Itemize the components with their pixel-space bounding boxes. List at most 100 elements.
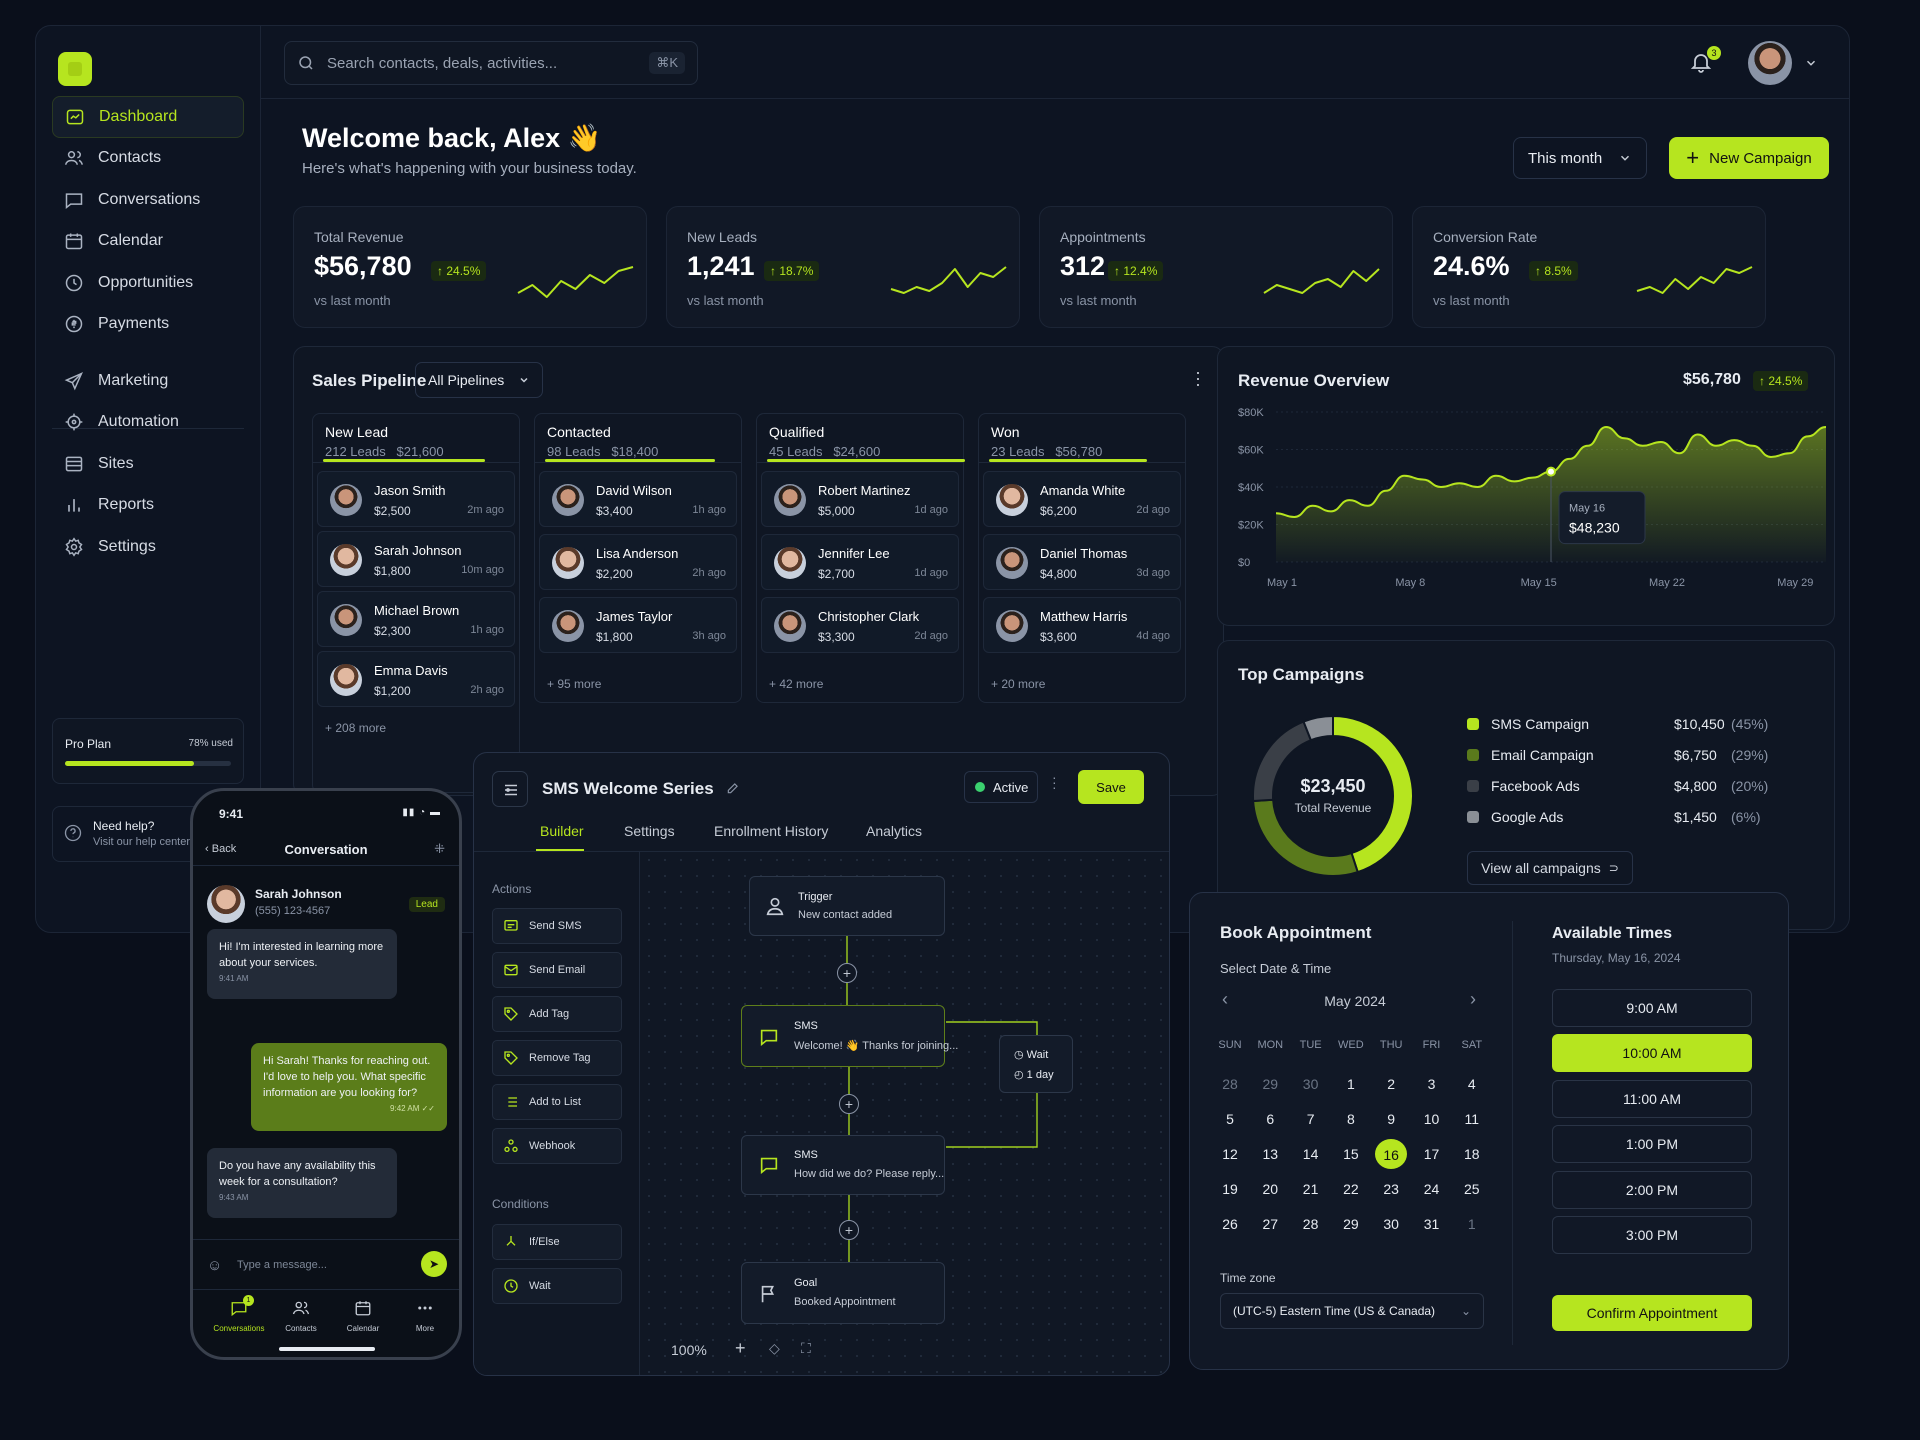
send-button[interactable]: ➤ — [421, 1251, 447, 1277]
deal-card[interactable]: David Wilson $3,400 1h ago — [539, 471, 737, 527]
timezone-select[interactable]: (UTC-5) Eastern Time (US & Canada) ⌄ — [1220, 1293, 1484, 1329]
stat-card[interactable]: New Leads 1,241 ↑ 18.7% vs last month — [666, 206, 1020, 328]
new-campaign-button[interactable]: + New Campaign — [1669, 137, 1829, 179]
help-subtitle[interactable]: Visit our help center — [93, 836, 191, 848]
deal-card[interactable]: Daniel Thomas $4,800 3d ago — [983, 534, 1181, 590]
builder-canvas[interactable]: Trigger New contact added + SMS Welcome!… — [641, 852, 1169, 1375]
calendar-day[interactable]: 12 — [1210, 1139, 1250, 1169]
stat-card[interactable]: Conversion Rate 24.6% ↑ 8.5% vs last month — [1412, 206, 1766, 328]
time-slot[interactable]: 2:00 PM — [1552, 1170, 1752, 1209]
calendar-day[interactable]: 4 — [1452, 1069, 1492, 1099]
calendar-day[interactable]: 9 — [1371, 1104, 1411, 1134]
calendar-day[interactable]: 18 — [1452, 1139, 1492, 1169]
tab-builder[interactable]: Builder — [540, 823, 584, 839]
sidebar-item-automation[interactable]: Automation — [52, 401, 244, 443]
deal-card[interactable]: Michael Brown $2,300 1h ago — [317, 591, 515, 647]
help-box[interactable]: Need help? Visit our help center — [52, 806, 244, 862]
time-slot[interactable]: 10:00 AM — [1552, 1034, 1752, 1073]
more-deals-link[interactable]: + 208 more — [325, 721, 387, 735]
action-send-email[interactable]: Send Email — [492, 952, 622, 988]
calendar-day[interactable]: 24 — [1412, 1174, 1452, 1204]
deal-card[interactable]: Robert Martinez $5,000 1d ago — [761, 471, 959, 527]
phone-tab-conversations[interactable]: Conversations 1 — [211, 1295, 267, 1333]
pipeline-column-header[interactable]: Won 23 Leads $56,780 — [978, 413, 1186, 463]
pipeline-column-header[interactable]: New Lead 212 Leads $21,600 — [312, 413, 520, 463]
add-step-button[interactable]: + — [839, 1094, 859, 1114]
sidebar-item-contacts[interactable]: Contacts — [52, 137, 244, 179]
received-message[interactable]: Hi! I'm interested in learning more abou… — [207, 929, 397, 999]
more-deals-link[interactable]: + 95 more — [547, 677, 602, 691]
calendar-day[interactable]: 1 — [1452, 1209, 1492, 1239]
time-slot[interactable]: 1:00 PM — [1552, 1125, 1752, 1164]
wait-node[interactable]: ◷ Wait ◴ 1 day — [999, 1035, 1073, 1093]
calendar-day[interactable]: 2 — [1371, 1069, 1411, 1099]
calendar-day[interactable]: 6 — [1250, 1104, 1290, 1134]
sms-node[interactable]: SMS How did we do? Please reply... — [741, 1135, 945, 1195]
prev-month-button[interactable]: ‹ — [1222, 989, 1228, 1009]
add-step-button[interactable]: + — [839, 1220, 859, 1240]
action-webhook[interactable]: Webhook — [492, 1128, 622, 1164]
calendar-day[interactable]: 7 — [1291, 1104, 1331, 1134]
stat-card[interactable]: Appointments 312 ↑ 12.4% vs last month — [1039, 206, 1393, 328]
sidebar-item-payments[interactable]: Payments — [52, 303, 244, 345]
calendar-day[interactable]: 31 — [1412, 1209, 1452, 1239]
status-badge[interactable]: Active — [964, 771, 1038, 803]
received-message[interactable]: Do you have any availability this week f… — [207, 1148, 397, 1218]
deal-card[interactable]: Emma Davis $1,200 2h ago — [317, 651, 515, 707]
calendar-day[interactable]: 23 — [1371, 1174, 1411, 1204]
menu-button[interactable] — [492, 771, 528, 807]
deal-card[interactable]: James Taylor $1,800 3h ago — [539, 597, 737, 653]
calendar-day[interactable]: 28 — [1210, 1069, 1250, 1099]
pipeline-filter[interactable]: All Pipelines — [415, 362, 543, 398]
app-logo[interactable] — [58, 52, 92, 86]
options-icon[interactable]: ⁜ — [434, 841, 445, 856]
pipeline-column-header[interactable]: Qualified 45 Leads $24,600 — [756, 413, 965, 463]
calendar-day[interactable]: 19 — [1210, 1174, 1250, 1204]
chevron-down-icon[interactable] — [1804, 56, 1818, 70]
calendar-day[interactable]: 11 — [1452, 1104, 1492, 1134]
trigger-node[interactable]: Trigger New contact added — [749, 876, 945, 936]
view-all-campaigns-link[interactable]: View all campaigns ⊃ — [1467, 851, 1633, 885]
search-input[interactable]: Search contacts, deals, activities... — [327, 54, 558, 72]
calendar-day[interactable]: 8 — [1331, 1104, 1371, 1134]
calendar-day[interactable]: 5 — [1210, 1104, 1250, 1134]
calendar-day[interactable]: 13 — [1250, 1139, 1290, 1169]
deal-card[interactable]: Lisa Anderson $2,200 2h ago — [539, 534, 737, 590]
calendar-day[interactable]: 26 — [1210, 1209, 1250, 1239]
fullscreen-icon[interactable]: ⛶ — [801, 1340, 811, 1356]
deal-card[interactable]: Sarah Johnson $1,800 10m ago — [317, 531, 515, 587]
phone-tab-more[interactable]: More — [397, 1299, 453, 1333]
phone-tab-calendar[interactable]: Calendar — [335, 1299, 391, 1333]
calendar-day[interactable]: 28 — [1291, 1209, 1331, 1239]
calendar-day[interactable]: 17 — [1412, 1139, 1452, 1169]
sidebar-item-settings[interactable]: Settings — [52, 526, 244, 568]
action-send-sms[interactable]: Send SMS — [492, 908, 622, 944]
calendar-day-selected[interactable]: 16 — [1375, 1139, 1408, 1169]
phone-tab-contacts[interactable]: Contacts — [273, 1299, 329, 1333]
add-step-button[interactable]: + — [837, 963, 857, 983]
builder-title[interactable]: SMS Welcome Series — [542, 779, 714, 798]
calendar-day[interactable]: 3 — [1412, 1069, 1452, 1099]
calendar-day[interactable]: 29 — [1250, 1069, 1290, 1099]
more-deals-link[interactable]: + 42 more — [769, 677, 824, 691]
next-month-button[interactable]: › — [1470, 989, 1476, 1009]
sidebar-item-marketing[interactable]: Marketing — [52, 360, 244, 402]
deal-card[interactable]: Matthew Harris $3,600 4d ago — [983, 597, 1181, 653]
sidebar-item-sites[interactable]: Sites — [52, 443, 244, 485]
deal-card[interactable]: Christopher Clark $3,300 2d ago — [761, 597, 959, 653]
more-vertical-icon[interactable]: · · · — [1195, 362, 1201, 394]
condition-wait[interactable]: Wait — [492, 1268, 622, 1304]
sidebar-item-reports[interactable]: Reports — [52, 484, 244, 526]
message-input[interactable]: Type a message... — [237, 1259, 327, 1271]
tab-enrollment-history[interactable]: Enrollment History — [714, 823, 829, 839]
calendar-day[interactable]: 21 — [1291, 1174, 1331, 1204]
calendar-day[interactable]: 10 — [1412, 1104, 1452, 1134]
time-slot[interactable]: 3:00 PM — [1552, 1216, 1752, 1254]
sms-node[interactable]: SMS Welcome! 👋 Thanks for joining... — [741, 1005, 958, 1067]
search-bar[interactable]: Search contacts, deals, activities... ⌘K — [284, 41, 698, 85]
save-button[interactable]: Save — [1078, 770, 1144, 804]
more-vertical-icon[interactable]: · · · — [1052, 769, 1057, 795]
calendar-day[interactable]: 29 — [1331, 1209, 1371, 1239]
emoji-icon[interactable]: ☺ — [207, 1257, 223, 1274]
calendar-day[interactable]: 14 — [1291, 1139, 1331, 1169]
